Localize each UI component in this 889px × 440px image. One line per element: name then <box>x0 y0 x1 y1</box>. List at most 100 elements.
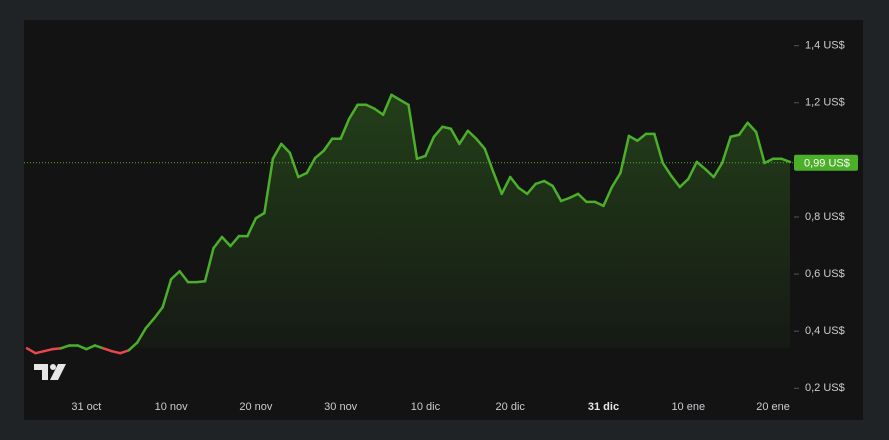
x-tick-label: 20 dic <box>496 401 526 413</box>
line-segment <box>466 129 478 141</box>
line-segment <box>534 179 546 186</box>
line-segment <box>313 149 325 160</box>
x-tick-label: 10 ene <box>671 401 705 413</box>
line-segment <box>271 142 283 161</box>
line-segment <box>203 246 215 283</box>
line-segment <box>212 235 224 250</box>
line-segment <box>263 157 275 215</box>
line-segment <box>602 185 614 208</box>
line-segment <box>703 167 715 179</box>
line-segment <box>780 157 792 164</box>
line-segment <box>152 305 164 320</box>
line-segment <box>220 235 232 248</box>
line-segment <box>407 103 419 161</box>
line-segment <box>381 93 393 117</box>
line-segment <box>458 129 470 146</box>
line-segment <box>754 130 766 165</box>
price-label: 0,99 US$ <box>804 158 850 170</box>
line-segment <box>593 200 605 208</box>
line-segment <box>670 174 682 189</box>
line-segment <box>449 127 461 146</box>
line-segment <box>475 137 487 151</box>
line-segment <box>424 135 436 158</box>
x-tick-label: 31 oct <box>71 401 101 413</box>
line-segment <box>161 277 173 309</box>
line-segment <box>508 175 520 190</box>
x-tick-label: 20 nov <box>239 401 273 413</box>
line-segment <box>254 211 266 220</box>
line-segment <box>25 347 37 355</box>
line-segment <box>51 347 63 351</box>
line-segment <box>763 157 775 165</box>
line-segment <box>737 121 749 137</box>
logo <box>34 364 66 380</box>
line-segment <box>610 171 622 189</box>
line-segment <box>42 347 54 353</box>
line-segment <box>59 344 71 350</box>
line-segment <box>34 349 46 355</box>
line-segment <box>390 93 402 102</box>
line-segment <box>729 133 741 139</box>
line-segment <box>687 160 698 181</box>
y-tick-label: 0,4 US$ <box>805 325 845 337</box>
line-segment <box>119 349 130 355</box>
line-segment <box>483 147 495 174</box>
line-segment <box>415 154 427 161</box>
line-segment <box>169 269 181 281</box>
line-segment <box>102 347 114 353</box>
x-tick-label: 31 dic <box>588 401 619 413</box>
x-tick-label: 20 ene <box>756 401 790 413</box>
line-segment <box>297 171 309 179</box>
line-segment <box>720 135 732 165</box>
line-segment <box>559 196 571 203</box>
line-segment <box>322 137 334 153</box>
x-tick-label: 30 nov <box>324 401 358 413</box>
area <box>60 94 790 349</box>
line-segment <box>135 327 147 344</box>
line-segment <box>246 216 258 238</box>
line-segment <box>542 179 554 188</box>
line-segment <box>280 142 292 155</box>
line-segment <box>576 192 588 204</box>
x-tick-label: 10 nov <box>155 401 189 413</box>
line-segment <box>373 107 385 117</box>
x-tick-label: 10 dic <box>411 401 441 413</box>
line-segment <box>432 125 444 139</box>
line-segment <box>678 177 690 189</box>
line-segment <box>127 341 139 352</box>
area-group <box>60 94 790 349</box>
line-segment <box>500 175 512 196</box>
y-tick-label: 0,6 US$ <box>805 268 845 280</box>
line-segment <box>627 134 639 143</box>
line-segment <box>229 234 241 248</box>
y-tick-label: 1,4 US$ <box>805 40 845 52</box>
line-segment <box>746 121 758 134</box>
line-segment <box>517 186 529 196</box>
line-segment <box>525 182 537 196</box>
line-segment <box>695 160 707 171</box>
y-tick-label: 0,2 US$ <box>805 382 845 394</box>
line-segment <box>568 192 580 200</box>
line-segment <box>339 117 351 141</box>
line-segment <box>195 279 207 284</box>
line-segment <box>492 170 504 196</box>
line-segment <box>110 349 122 355</box>
line-segment <box>144 317 156 330</box>
line-segment <box>619 134 631 175</box>
line-segment <box>653 132 665 165</box>
line-segment <box>93 344 105 350</box>
line-segment <box>347 103 359 121</box>
line-segment <box>85 344 97 351</box>
line-segment <box>551 184 563 203</box>
line-segment <box>398 98 410 107</box>
line-segment <box>441 125 453 131</box>
y-tick-label: 0,8 US$ <box>805 211 845 223</box>
price-label-bg <box>794 154 858 171</box>
line-segment <box>178 269 190 284</box>
line-segment <box>636 132 648 143</box>
line-segment <box>76 344 88 351</box>
line-segment <box>661 161 673 178</box>
line-segment <box>288 151 300 179</box>
